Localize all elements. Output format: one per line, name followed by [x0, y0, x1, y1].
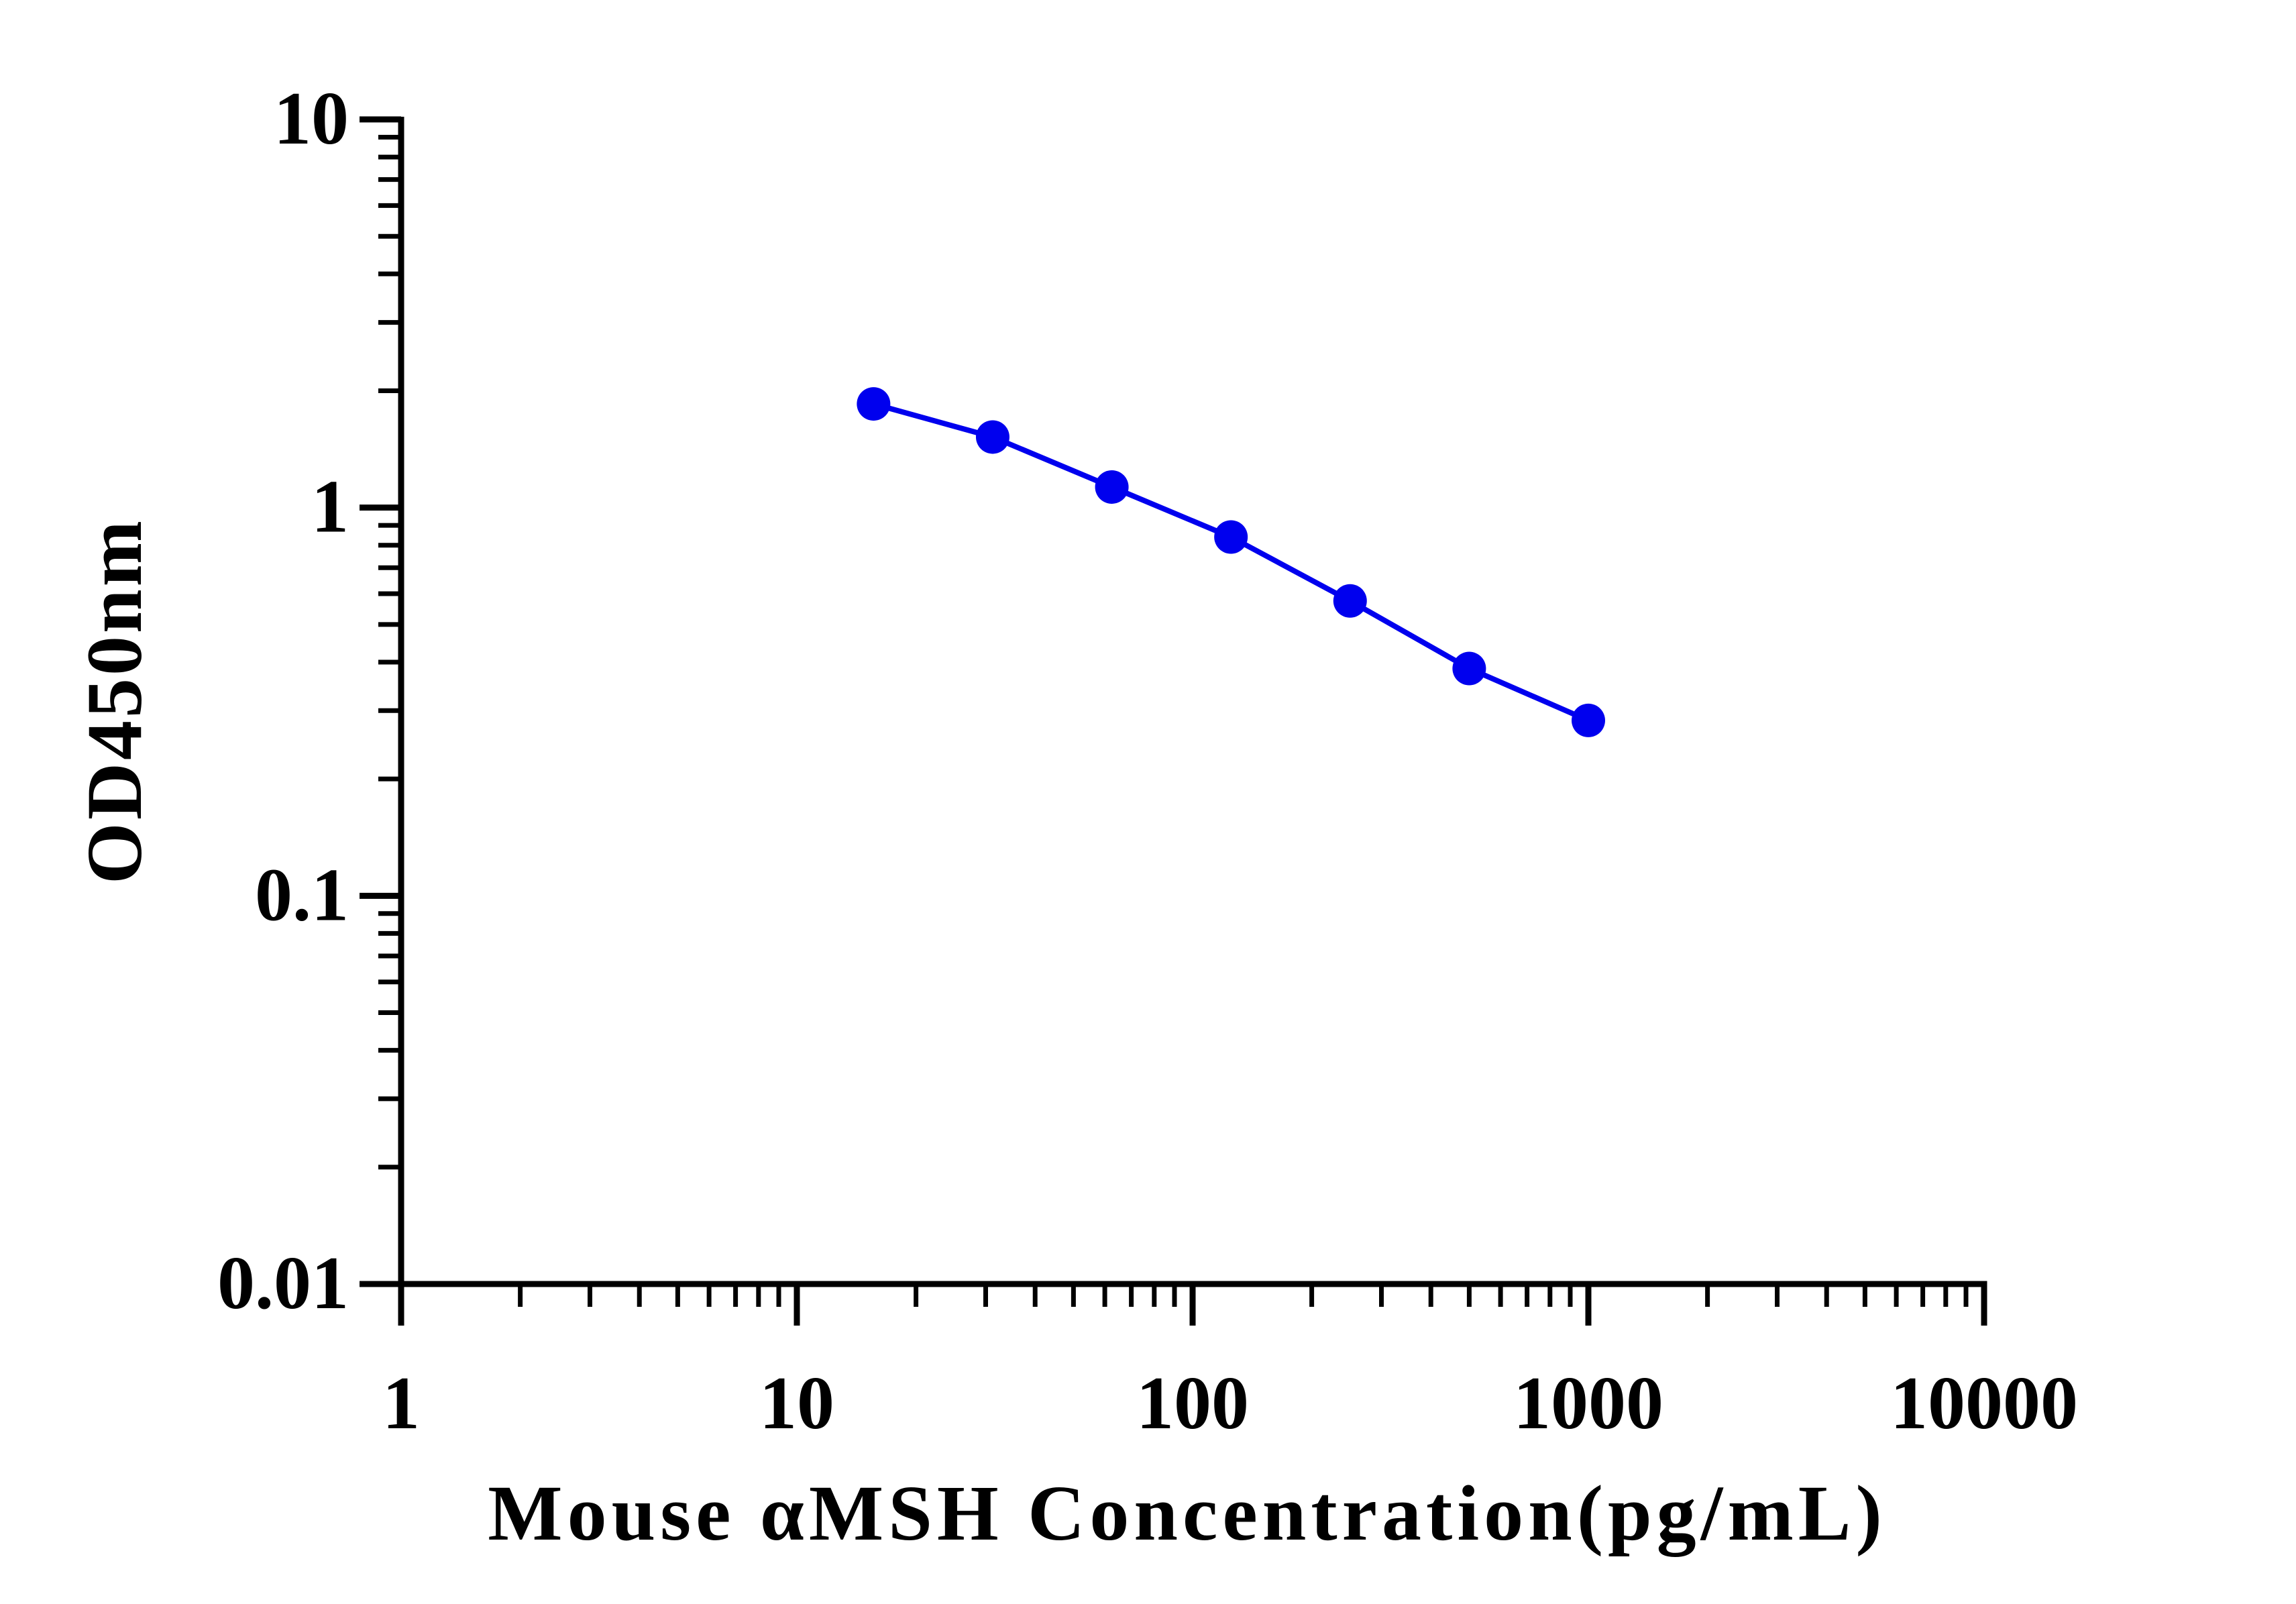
- data-point: [1095, 470, 1129, 504]
- x-tick-label: 1: [382, 1362, 420, 1445]
- data-point: [1452, 651, 1486, 686]
- x-tick-label: 100: [1136, 1362, 1249, 1445]
- x-axis-title: Mouse αMSH Concentration(pg/mL): [488, 1469, 1887, 1557]
- data-point: [1214, 520, 1248, 554]
- data-point: [1333, 584, 1367, 618]
- series-layer: [857, 387, 1605, 737]
- y-tick-label: 0.1: [255, 853, 349, 937]
- x-tick-label: 10: [759, 1362, 834, 1445]
- data-point: [1572, 703, 1605, 737]
- y-tick-label: 0.01: [217, 1242, 349, 1325]
- x-tick-label: 10000: [1890, 1362, 2078, 1445]
- y-tick-label: 10: [274, 77, 349, 160]
- data-point: [857, 387, 891, 421]
- y-axis-title: OD450nm: [70, 518, 158, 884]
- x-tick-label: 1000: [1513, 1362, 1663, 1445]
- y-tick-label: 1: [311, 466, 349, 549]
- axes: 0.01 0.1 1 10 1 10 100 1000 10000: [217, 77, 2078, 1445]
- data-point: [975, 420, 1009, 454]
